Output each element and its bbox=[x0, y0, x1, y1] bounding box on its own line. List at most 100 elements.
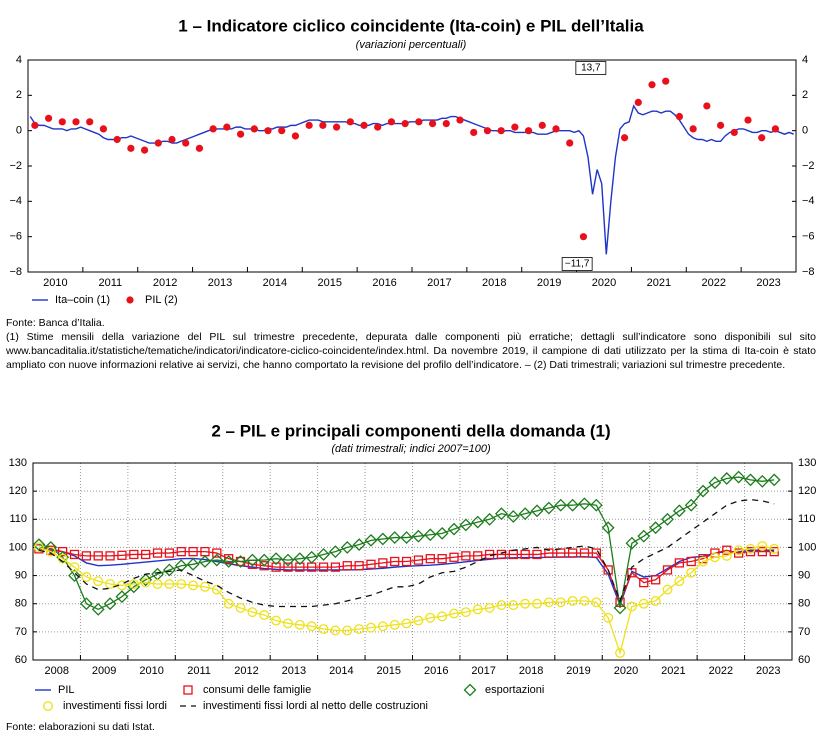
point bbox=[86, 118, 94, 126]
point bbox=[259, 610, 270, 620]
series-line bbox=[29, 104, 794, 255]
point bbox=[388, 531, 402, 544]
point bbox=[139, 573, 153, 587]
plot-frame bbox=[32, 462, 793, 661]
point bbox=[625, 536, 639, 550]
y2-tick-label: 90 bbox=[798, 569, 810, 581]
source: Fonte: Banca d’Italia. bbox=[6, 317, 105, 329]
point bbox=[162, 563, 176, 577]
point bbox=[730, 128, 738, 137]
x-tick-label: 2012 bbox=[153, 277, 177, 289]
point bbox=[425, 612, 436, 623]
legend-label: investimenti fissi lordi bbox=[63, 700, 167, 712]
point bbox=[245, 553, 259, 567]
point bbox=[271, 615, 282, 626]
point bbox=[69, 549, 80, 560]
point bbox=[567, 595, 578, 606]
point bbox=[278, 127, 286, 135]
value-label-box bbox=[575, 61, 607, 75]
x-tick-label: 2009 bbox=[92, 665, 116, 677]
point bbox=[128, 579, 139, 589]
y-tick-label: 80 bbox=[15, 598, 27, 610]
y-tick-label: 110 bbox=[9, 513, 27, 525]
point bbox=[390, 556, 400, 567]
point bbox=[99, 125, 108, 133]
point bbox=[93, 551, 103, 561]
x-tick-label: 2017 bbox=[471, 665, 495, 677]
point bbox=[745, 543, 756, 554]
point bbox=[154, 139, 162, 147]
point bbox=[674, 558, 684, 568]
point bbox=[428, 120, 437, 128]
x-tick-label: 2010 bbox=[139, 665, 163, 677]
point bbox=[538, 121, 546, 129]
point bbox=[520, 598, 531, 609]
plot bbox=[33, 470, 781, 658]
point bbox=[234, 555, 247, 568]
point bbox=[113, 135, 121, 144]
point bbox=[374, 123, 382, 131]
point bbox=[306, 621, 317, 632]
point bbox=[675, 112, 684, 121]
point bbox=[483, 512, 497, 526]
point bbox=[496, 600, 507, 611]
x-tick-label: 2022 bbox=[709, 665, 733, 677]
point bbox=[412, 529, 425, 543]
point bbox=[518, 507, 532, 521]
y2-tick-label: 4 bbox=[802, 54, 808, 66]
x-tick-label: 2016 bbox=[424, 665, 448, 677]
point bbox=[224, 554, 234, 564]
point bbox=[579, 548, 590, 558]
point bbox=[603, 565, 613, 575]
point bbox=[757, 547, 768, 557]
point bbox=[484, 602, 495, 613]
value-label: −11,7 bbox=[565, 259, 590, 270]
point bbox=[387, 118, 396, 126]
point bbox=[508, 600, 519, 611]
point bbox=[342, 625, 353, 636]
point bbox=[698, 556, 709, 567]
y-tick-label: −2 bbox=[9, 160, 22, 172]
x-tick-label: 2018 bbox=[482, 277, 506, 289]
point bbox=[650, 575, 661, 585]
point bbox=[91, 602, 105, 616]
point bbox=[674, 576, 685, 587]
point bbox=[686, 567, 697, 578]
y-tick-label: 100 bbox=[9, 541, 27, 553]
point bbox=[423, 528, 437, 542]
point bbox=[615, 648, 625, 658]
x-tick-label: 2021 bbox=[647, 277, 671, 289]
point bbox=[126, 296, 134, 304]
point bbox=[200, 581, 210, 592]
point bbox=[401, 556, 412, 567]
y2-tick-label: 2 bbox=[802, 89, 808, 101]
point bbox=[589, 498, 603, 512]
point bbox=[463, 683, 477, 697]
point bbox=[332, 123, 341, 131]
point bbox=[342, 561, 352, 571]
point bbox=[328, 545, 342, 559]
point bbox=[305, 550, 319, 564]
y-tick-label: 130 bbox=[9, 457, 27, 469]
point bbox=[319, 121, 327, 129]
y2-tick-label: −6 bbox=[802, 231, 815, 243]
y2-tick-label: 100 bbox=[798, 541, 816, 553]
x-tick-label: 2014 bbox=[329, 665, 353, 677]
point bbox=[709, 552, 720, 563]
y-tick-label: −6 bbox=[9, 231, 22, 243]
x-tick-label: 2021 bbox=[661, 665, 685, 677]
chart-subtitle: (variazioni percentuali) bbox=[356, 39, 467, 51]
point bbox=[103, 597, 117, 611]
point bbox=[105, 579, 116, 589]
y-tick-label: 70 bbox=[15, 626, 27, 638]
point bbox=[496, 549, 507, 560]
point bbox=[472, 604, 483, 615]
point bbox=[223, 123, 231, 131]
point bbox=[461, 551, 471, 561]
point bbox=[129, 549, 139, 560]
point bbox=[661, 512, 674, 526]
point bbox=[115, 590, 129, 604]
point bbox=[733, 545, 744, 556]
legend-label: esportazioni bbox=[485, 684, 544, 696]
